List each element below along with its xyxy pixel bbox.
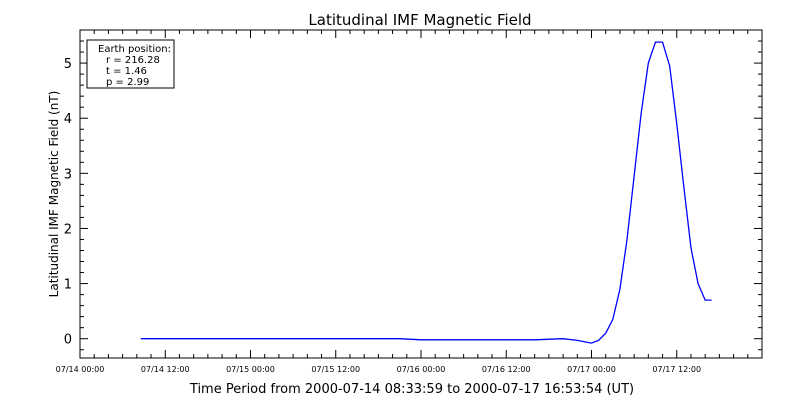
x-tick-label: 07/16 00:00: [397, 365, 446, 374]
chart-title: Latitudinal IMF Magnetic Field: [308, 11, 531, 29]
legend-line-3: p = 2.99: [106, 77, 149, 88]
legend-frame: [86, 39, 175, 89]
legend-line-1: r = 216.28: [106, 55, 160, 66]
y-tick-label: 4: [64, 112, 72, 127]
plot-frame: [79, 29, 763, 359]
x-axis-label: Time Period from 2000-07-14 08:33:59 to …: [189, 382, 634, 397]
y-tick-label: 3: [64, 167, 72, 182]
x-tick-label: 07/15 00:00: [226, 365, 275, 374]
x-tick-label: 07/14 12:00: [141, 365, 190, 374]
x-tick-label: 07/16 12:00: [482, 365, 531, 374]
x-axis: 07/14 00:00 07/14 12:00 07/15 00:00 07/15 1…: [56, 30, 763, 374]
x-tick-label: 07/15 12:00: [311, 365, 360, 374]
x-tick-label: 07/17 00:00: [567, 365, 616, 374]
legend-line-0: Earth position:: [98, 44, 171, 55]
x-tick-label: 07/14 00:00: [56, 365, 105, 374]
y-tick-label: 1: [64, 278, 72, 293]
series-line: [140, 41, 712, 344]
y-axis-label: Latitudinal IMF Magnetic Field (nT): [47, 91, 61, 298]
legend-box: Earth position: r = 216.28 t = 1.46 p = …: [86, 39, 175, 89]
y-tick-label: 0: [64, 333, 72, 348]
y-tick-label: 5: [64, 57, 72, 72]
y-tick-label: 2: [64, 222, 72, 237]
legend-line-2: t = 1.46: [106, 66, 147, 77]
x-tick-label: 07/17 12:00: [652, 365, 701, 374]
